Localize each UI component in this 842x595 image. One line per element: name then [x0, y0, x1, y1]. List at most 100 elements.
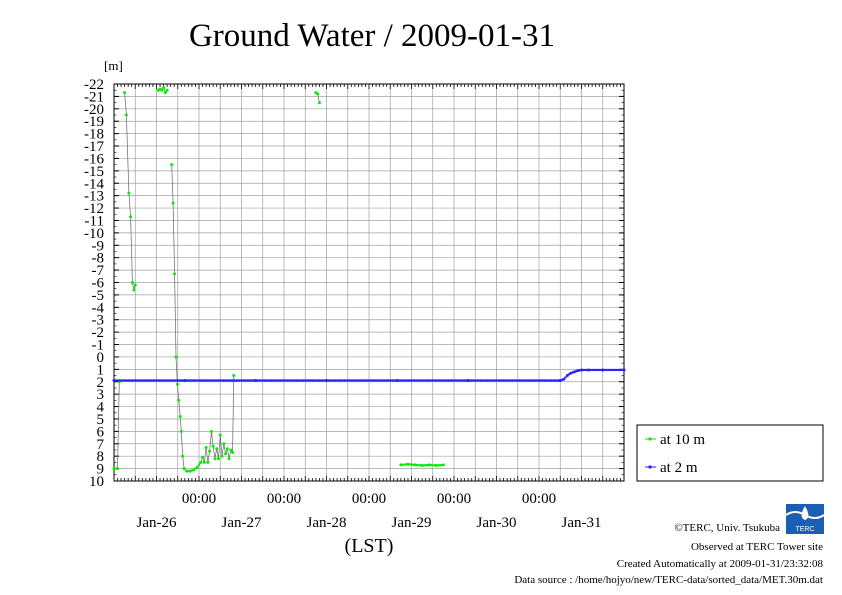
data-point	[181, 454, 185, 458]
data-point	[173, 379, 176, 382]
data-point	[334, 379, 337, 382]
data-point	[408, 379, 411, 382]
data-point	[123, 379, 126, 382]
data-point	[390, 379, 394, 382]
data-point	[148, 379, 151, 382]
data-point	[209, 429, 213, 433]
data-point	[265, 379, 268, 382]
data-point	[325, 379, 328, 383]
y-tick-label: -6	[92, 276, 105, 292]
data-point	[438, 379, 442, 382]
data-point	[498, 379, 502, 382]
data-point	[288, 379, 291, 382]
data-point	[397, 379, 401, 382]
data-point	[133, 283, 137, 287]
data-point	[474, 379, 477, 382]
data-point	[387, 379, 390, 382]
data-point	[420, 379, 424, 382]
data-point	[201, 379, 204, 382]
series-line	[124, 92, 136, 291]
data-point	[206, 460, 210, 464]
data-point	[216, 457, 220, 461]
data-point	[546, 379, 550, 382]
data-point	[279, 379, 282, 382]
data-point	[461, 379, 465, 382]
data-point	[489, 379, 493, 382]
data-point	[277, 379, 280, 382]
data-point	[203, 379, 206, 382]
data-point	[431, 379, 434, 382]
data-point	[273, 379, 277, 382]
data-point	[362, 379, 365, 382]
data-point	[270, 379, 273, 382]
data-point	[596, 368, 599, 372]
data-point	[424, 463, 427, 467]
data-point	[192, 379, 195, 382]
y-tick-label: -4	[92, 300, 105, 316]
data-point	[177, 398, 181, 402]
data-point	[259, 379, 263, 382]
data-point	[477, 379, 480, 382]
chart-title: Ground Water / 2009-01-31	[189, 18, 555, 54]
x-time-label: 00:00	[522, 491, 556, 507]
data-point	[217, 379, 220, 382]
data-point	[580, 368, 583, 372]
data-point	[180, 379, 183, 382]
credit-created: Created Automatically at 2009-01-31/23:3…	[617, 558, 824, 570]
data-point	[452, 379, 456, 382]
data-point	[422, 464, 426, 467]
data-point	[587, 368, 591, 372]
x-date-label: Jan-26	[137, 515, 177, 531]
data-point	[335, 379, 339, 382]
data-point	[392, 379, 395, 382]
data-point	[261, 379, 264, 382]
y-tick-label: -16	[84, 151, 104, 167]
y-tick-label: -3	[92, 313, 105, 329]
data-point	[358, 379, 362, 382]
data-point	[525, 379, 528, 382]
data-point	[188, 379, 192, 382]
data-point	[603, 368, 606, 372]
y-tick-label: 0	[97, 350, 105, 366]
credit-data-source: Data source : /home/hojyo/new/TERC-data/…	[514, 574, 823, 586]
data-point	[208, 379, 211, 382]
data-point	[364, 379, 367, 382]
data-point	[144, 379, 148, 382]
logo-text: TERC	[795, 526, 814, 533]
y-tick-label: 7	[97, 437, 105, 453]
data-point	[164, 379, 167, 382]
data-point	[240, 379, 243, 382]
data-point	[142, 379, 146, 382]
data-point	[304, 379, 307, 382]
data-point	[220, 454, 224, 458]
data-point	[426, 379, 429, 382]
data-point	[454, 379, 457, 382]
data-point	[404, 379, 408, 382]
data-point	[488, 379, 491, 382]
data-point	[436, 464, 440, 467]
data-point	[410, 463, 413, 466]
data-point	[293, 379, 296, 382]
data-point	[458, 379, 461, 382]
data-point	[486, 379, 489, 382]
data-point	[530, 379, 534, 382]
data-point	[479, 379, 482, 382]
data-point	[218, 433, 222, 437]
data-point	[254, 379, 258, 383]
data-point	[220, 379, 224, 382]
data-point	[286, 379, 289, 382]
y-tick-label: -8	[92, 251, 105, 267]
x-date-label: Jan-28	[307, 515, 347, 531]
data-point	[385, 379, 388, 382]
data-point	[281, 379, 284, 382]
data-point	[341, 379, 344, 382]
y-tick-label: -9	[92, 238, 105, 254]
data-point	[605, 368, 608, 372]
data-point	[339, 379, 342, 382]
y-tick-label: -13	[84, 189, 104, 205]
data-point	[176, 379, 179, 382]
data-point	[357, 379, 360, 382]
data-point	[268, 379, 272, 382]
data-point	[369, 379, 372, 382]
